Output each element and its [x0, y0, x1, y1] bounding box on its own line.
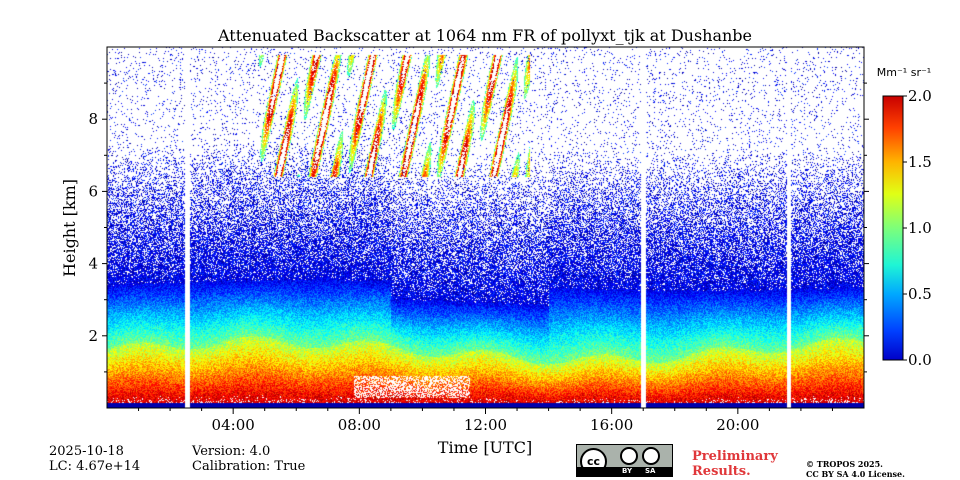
x-tick-label: 16:00	[590, 416, 633, 434]
preliminary-line1: Preliminary	[692, 449, 778, 464]
cc-license-badge: cc BY SA	[576, 444, 673, 477]
x-tick-label: 12:00	[464, 416, 507, 434]
footer-date: 2025-10-18	[49, 444, 124, 459]
plot-area	[106, 46, 865, 409]
y-axis-label: Height [km]	[60, 179, 79, 277]
y-tick-label: 8	[88, 110, 98, 128]
y-tick-label: 2	[88, 327, 98, 345]
copyright-line1: © TROPOS 2025.	[806, 459, 883, 469]
colorbar-tick-label: 2.0	[908, 87, 932, 105]
colorbar: 0.0 0.5 1.0 1.5 2.0 Mm⁻¹ sr⁻¹	[877, 66, 932, 369]
colorbar-gradient	[882, 95, 904, 361]
colorbar-unit-label: Mm⁻¹ sr⁻¹	[877, 66, 931, 79]
colorbar-tick-label: 0.0	[908, 351, 932, 369]
sa-icon	[642, 447, 660, 465]
x-axis-label: Time [UTC]	[438, 438, 532, 457]
y-axis: 2 4 6 8	[88, 82, 869, 373]
backscatter-heatmap	[107, 47, 864, 408]
colorbar-ticks: 0.0 0.5 1.0 1.5 2.0	[903, 87, 932, 369]
x-tick-label: 20:00	[716, 416, 759, 434]
y-tick-label: 4	[88, 255, 98, 273]
by-label: BY	[622, 467, 633, 475]
copyright-line2: CC BY SA 4.0 License.	[806, 469, 905, 479]
colorbar-tick-label: 1.0	[908, 219, 932, 237]
by-icon	[620, 447, 638, 465]
footer-version: Version: 4.0	[192, 444, 271, 459]
footer-calibration: Calibration: True	[192, 459, 306, 474]
preliminary-line2: Results.	[692, 464, 751, 479]
y-tick-label: 6	[88, 182, 98, 200]
footer-lc: LC: 4.67e+14	[49, 459, 141, 474]
colorbar-tick-label: 1.5	[908, 153, 932, 171]
chart-title: Attenuated Backscatter at 1064 nm FR of …	[217, 26, 752, 45]
x-axis: 04:00 08:00 12:00 16:00 20:00	[138, 408, 833, 434]
x-tick-label: 08:00	[338, 416, 381, 434]
colorbar-tick-label: 0.5	[908, 285, 932, 303]
sa-label: SA	[645, 467, 656, 475]
x-tick-label: 04:00	[212, 416, 255, 434]
